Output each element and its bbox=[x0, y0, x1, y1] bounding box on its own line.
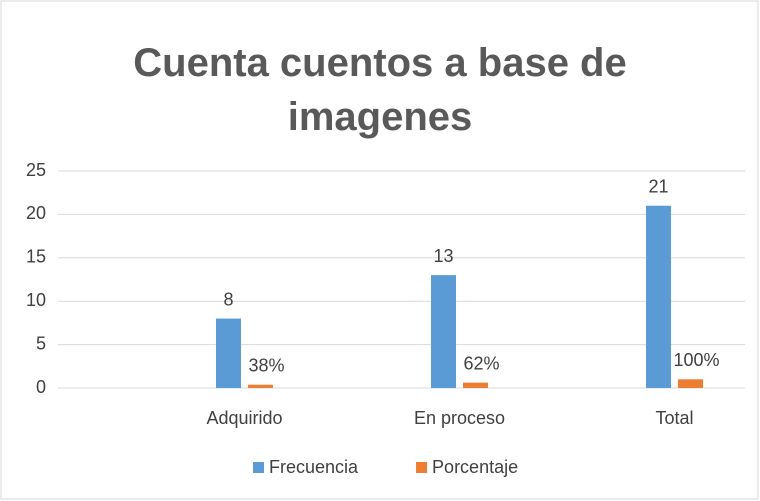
data-label: 100% bbox=[673, 350, 719, 370]
data-label: 21 bbox=[648, 176, 668, 196]
bar bbox=[463, 382, 488, 388]
bar bbox=[248, 384, 273, 388]
bar bbox=[678, 379, 703, 388]
data-label: 8 bbox=[223, 289, 233, 309]
bar bbox=[216, 318, 241, 388]
y-tick-label: 20 bbox=[26, 203, 46, 223]
y-tick-label: 10 bbox=[26, 290, 46, 310]
legend-swatch bbox=[253, 462, 264, 473]
legend-swatch bbox=[416, 462, 428, 473]
x-tick-label: Adquirido bbox=[206, 408, 282, 428]
data-label: 62% bbox=[463, 353, 499, 373]
y-tick-label: 25 bbox=[26, 160, 46, 180]
legend-label: Frecuencia bbox=[269, 457, 359, 477]
x-tick-label: Total bbox=[655, 408, 693, 428]
bar bbox=[646, 205, 671, 388]
y-tick-label: 5 bbox=[36, 333, 46, 353]
data-label: 13 bbox=[433, 246, 453, 266]
legend-label: Porcentaje bbox=[432, 457, 518, 477]
y-tick-label: 15 bbox=[26, 247, 46, 267]
x-tick-label: En proceso bbox=[414, 408, 505, 428]
data-label: 38% bbox=[248, 355, 284, 375]
bar bbox=[431, 275, 456, 388]
chart-title: Cuenta cuentos a base de imagenes bbox=[133, 41, 627, 139]
y-tick-label: 0 bbox=[36, 377, 46, 397]
